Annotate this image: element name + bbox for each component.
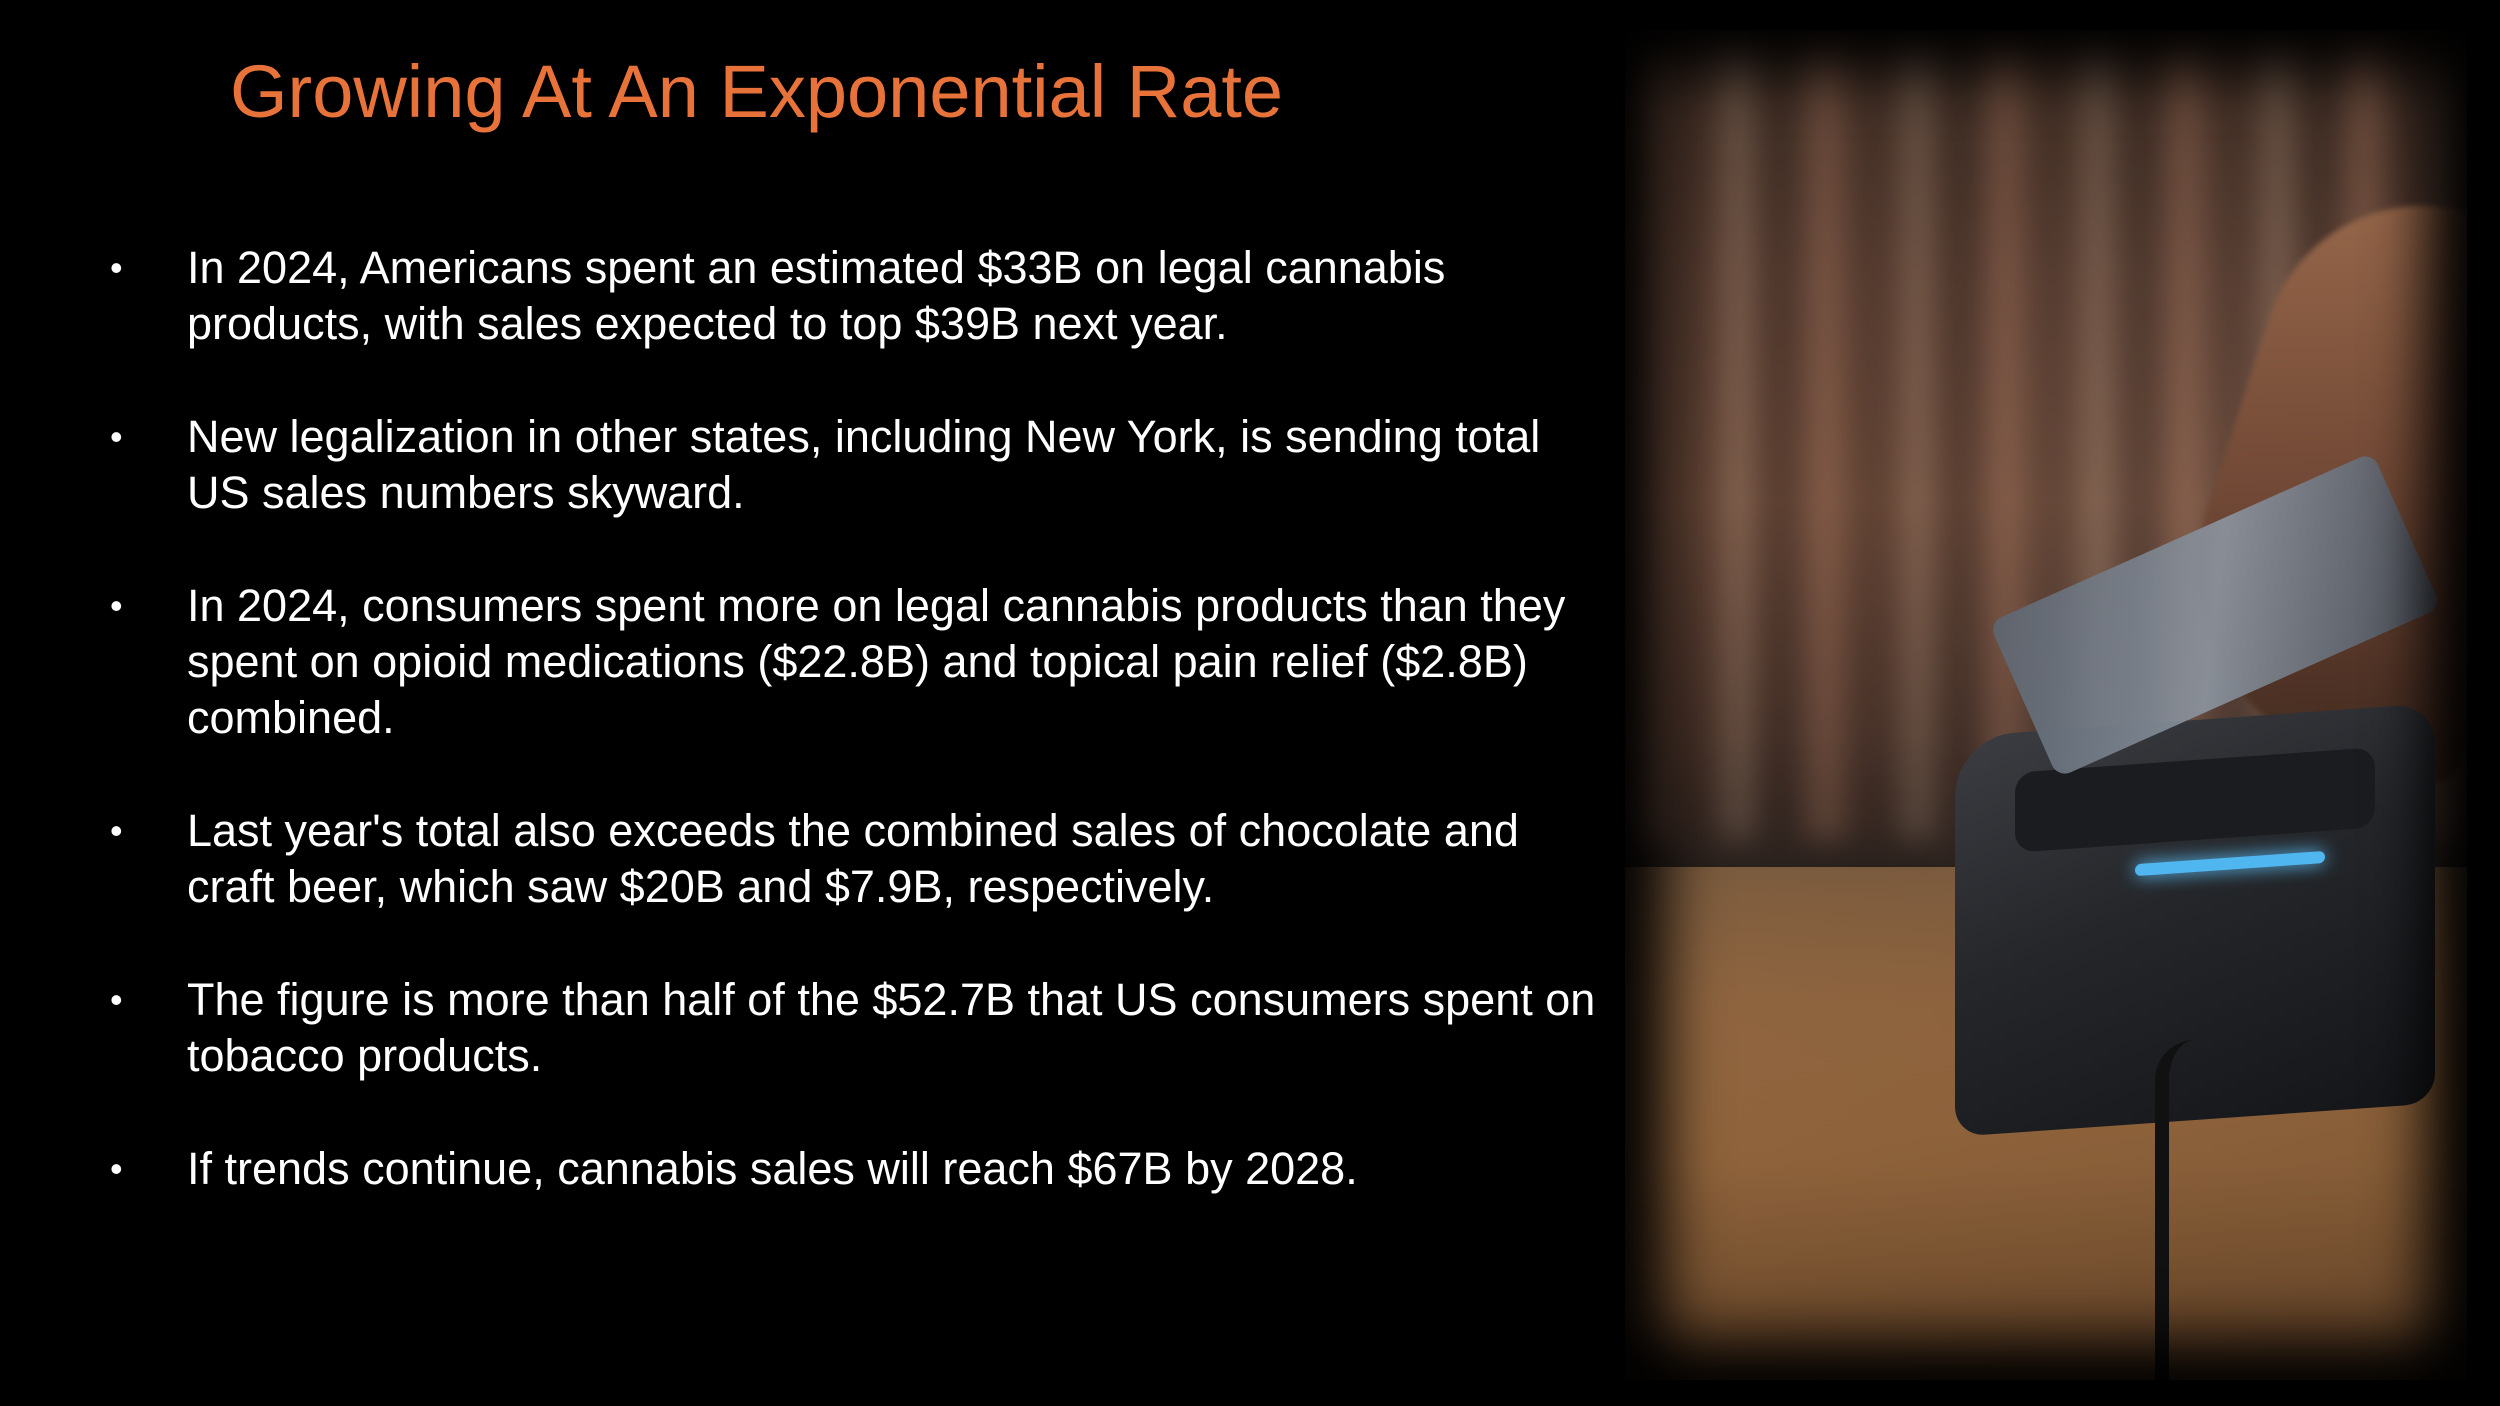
bullet-text: If trends continue, cannabis sales will …: [187, 1143, 1358, 1194]
terminal-blue-light: [2135, 850, 2325, 877]
bullet-text: In 2024, consumers spent more on legal c…: [187, 580, 1566, 743]
bullet-item: • If trends continue, cannabis sales wil…: [110, 1141, 1610, 1197]
bullet-item: • In 2024, Americans spent an estimated …: [110, 240, 1610, 352]
terminal-cable: [2155, 1040, 2209, 1380]
bullet-text: Last year's total also exceeds the combi…: [187, 805, 1519, 912]
bullet-marker: •: [110, 585, 123, 626]
bullet-list: • In 2024, Americans spent an estimated …: [110, 240, 1610, 1254]
bullet-marker: •: [110, 979, 123, 1020]
bullet-item: • New legalization in other states, incl…: [110, 409, 1610, 521]
slide-title: Growing At An Exponential Rate: [230, 50, 1284, 133]
bullet-marker: •: [110, 810, 123, 851]
bullet-marker: •: [110, 1148, 123, 1189]
bullet-marker: •: [110, 247, 123, 288]
bullet-text: The figure is more than half of the $52.…: [187, 974, 1596, 1081]
bullet-item: • The figure is more than half of the $5…: [110, 972, 1610, 1084]
bullet-item: • In 2024, consumers spent more on legal…: [110, 578, 1610, 746]
bullet-marker: •: [110, 416, 123, 457]
card-payment-terminal-photo: [1625, 30, 2467, 1380]
bullet-text: In 2024, Americans spent an estimated $3…: [187, 242, 1446, 349]
bullet-text: New legalization in other states, includ…: [187, 411, 1541, 518]
bullet-item: • Last year's total also exceeds the com…: [110, 803, 1610, 915]
